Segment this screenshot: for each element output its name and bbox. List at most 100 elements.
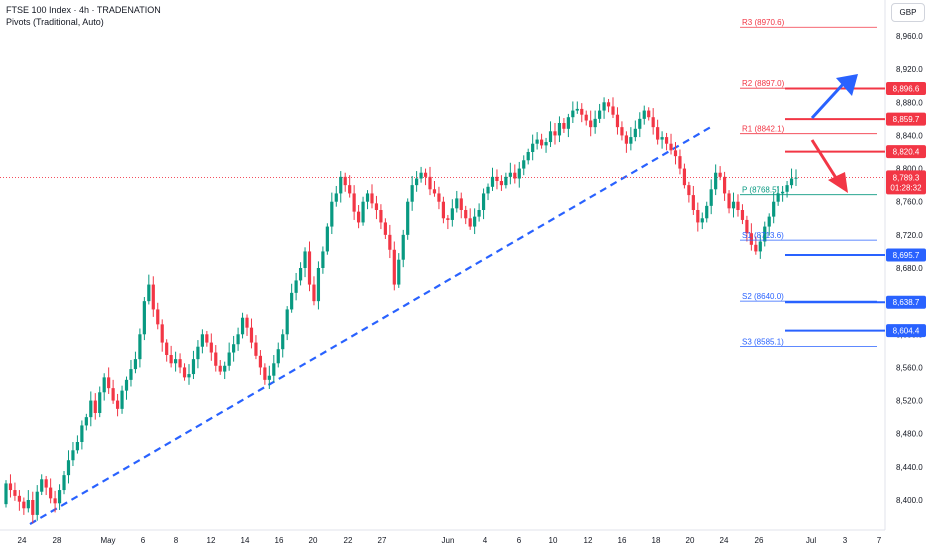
pivot-label: S1 (8713.6) [742,231,784,240]
x-tick-label: 12 [584,536,593,545]
candle-body [53,498,57,504]
candle-body [589,120,593,128]
candle-body [544,142,548,146]
candle-body [593,118,597,128]
candle-body [307,251,312,285]
candle-body [785,185,789,192]
y-tick-label: 8,400.0 [896,496,923,505]
y-tick-label: 8,800.0 [896,165,923,174]
candle-body [517,168,521,179]
candle-body [321,251,325,268]
candle-body [281,334,285,350]
candle-body [17,495,21,502]
candle-body [191,359,196,375]
level-tag-label: 8,820.4 [893,148,920,157]
candle-body [40,479,44,492]
candle-body [93,400,97,413]
x-tick-label: 24 [720,536,729,545]
candle-body [629,137,633,144]
candle-body [312,284,316,302]
x-tick-label: 8 [174,536,179,545]
candle-body [232,344,236,353]
candle-body [383,222,387,235]
candle-body [249,327,254,343]
candle-body [200,334,204,347]
candle-body [285,309,289,335]
up-arrow-head [836,74,858,96]
candle-body [124,379,129,391]
candle-body [227,352,231,366]
down-arrow-shaft [810,139,838,179]
candle-body [240,317,245,335]
candle-body [388,234,392,250]
currency-button[interactable]: GBP [891,3,925,22]
candle-body [562,123,566,129]
pivot-label: P (8768.5) [742,186,780,195]
candle-body [633,128,637,138]
candle-body [624,135,628,144]
candle-body [415,178,419,186]
x-tick-label: 10 [549,536,558,545]
candle-body [254,342,258,356]
candle-body [437,193,441,202]
candle-body [606,102,611,107]
candle-body [401,234,405,260]
candle-body [432,189,437,194]
pivot-label: S3 (8585.1) [742,338,784,347]
candle-body [75,442,80,451]
indicator-label: Pivots (Traditional, Auto) [6,17,104,27]
level-tag [886,145,926,159]
candle-body [98,392,102,413]
y-tick-label: 8,560.0 [896,363,923,372]
candle-body [410,185,414,202]
last-price-label: 8,789.3 [893,173,920,182]
x-tick-label: 26 [755,536,764,545]
level-tag-label: 8,695.7 [893,251,920,260]
y-tick-label: 8,880.0 [896,98,923,107]
candle-body [339,176,343,194]
candle-body [151,284,155,310]
candle-body [754,244,758,252]
candle-body [535,139,539,144]
candle-body [696,210,700,223]
candle-body [138,334,142,360]
candle-body [89,400,93,418]
y-tick-label: 8,960.0 [896,32,923,41]
level-tag-label: 8,896.6 [893,85,920,94]
candle-body [548,131,553,143]
candle-body [481,193,486,210]
candle-body [423,172,428,177]
level-tag [886,82,926,96]
candle-body [557,123,562,136]
candle-body [80,425,84,442]
candle-body [611,106,615,115]
y-tick-label: 8,840.0 [896,131,923,140]
candle-body [214,352,218,366]
x-tick-label: May [100,536,115,545]
level-tag-label: 8,638.7 [893,298,920,307]
candle-body [133,359,138,370]
candle-body [647,110,651,118]
candle-body [727,193,731,209]
candle-body [303,251,307,268]
candle-body [763,226,767,242]
candle-body [682,168,687,186]
x-tick-label: 20 [309,536,318,545]
candle-body [580,108,584,115]
candle-body [316,268,321,302]
candle-body [441,201,446,219]
candle-body [330,201,334,227]
x-tick-label: 12 [207,536,216,545]
x-tick-label: 16 [275,536,284,545]
y-tick-label: 8,760.0 [896,198,923,207]
candle-body [705,205,709,219]
level-tag-label: 8,859.7 [893,115,920,124]
candle-body [71,450,75,461]
x-tick-label: Jul [806,536,816,545]
candle-body [258,355,263,368]
candle-body [267,375,271,380]
chart-title: FTSE 100 Index · 4h · TRADENATION [6,5,161,15]
candle-body [13,490,17,496]
candle-body [749,233,753,245]
